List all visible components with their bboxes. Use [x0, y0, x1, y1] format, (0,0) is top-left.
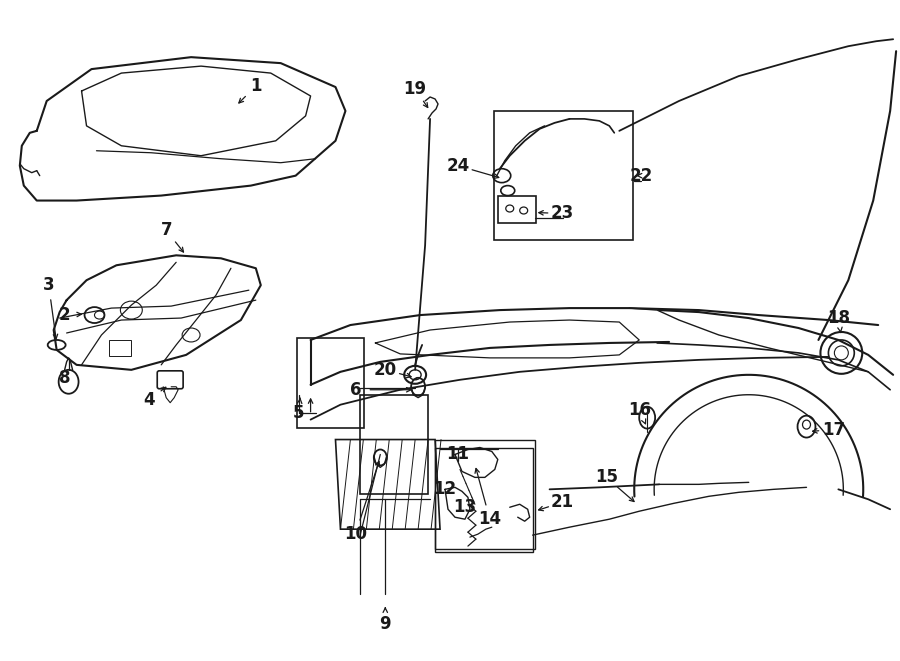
Text: 11: 11	[446, 446, 470, 463]
Text: 10: 10	[344, 525, 367, 543]
Text: 14: 14	[478, 510, 501, 528]
Bar	[297, 338, 364, 428]
Bar	[498, 196, 536, 223]
Text: 12: 12	[434, 481, 456, 498]
Text: 23: 23	[551, 204, 574, 223]
Text: 18: 18	[827, 309, 850, 327]
Text: 22: 22	[630, 167, 652, 184]
Bar	[110, 340, 131, 356]
Text: 8: 8	[58, 369, 70, 387]
Text: 3: 3	[43, 276, 55, 294]
Bar	[360, 395, 428, 494]
Text: 2: 2	[58, 306, 70, 324]
Text: 6: 6	[349, 381, 361, 399]
Text: 7: 7	[160, 221, 172, 239]
Text: 4: 4	[143, 391, 155, 408]
Text: 20: 20	[374, 361, 397, 379]
Text: 19: 19	[403, 80, 427, 98]
Text: 24: 24	[446, 157, 470, 175]
Text: 21: 21	[551, 493, 574, 511]
Text: 9: 9	[380, 615, 392, 633]
Text: 17: 17	[822, 420, 845, 439]
Text: 13: 13	[454, 498, 476, 516]
Text: 15: 15	[595, 469, 617, 486]
Bar	[435, 440, 535, 549]
Text: 5: 5	[292, 404, 304, 422]
Bar	[494, 111, 634, 241]
Text: 1: 1	[250, 77, 262, 95]
Bar	[435, 447, 533, 552]
Text: 16: 16	[627, 401, 651, 418]
